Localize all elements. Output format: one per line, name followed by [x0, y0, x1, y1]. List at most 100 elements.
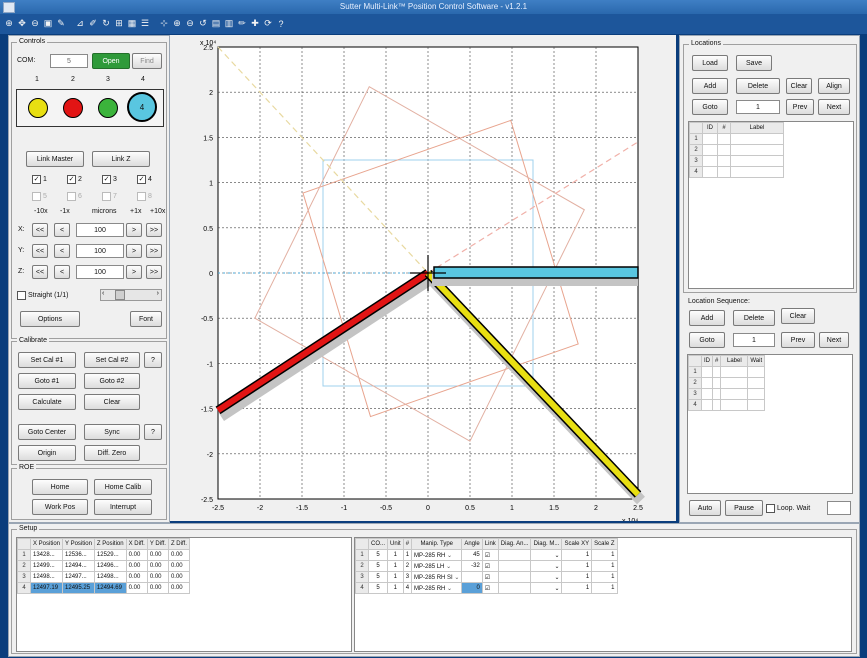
pos-cell[interactable]: 12494.69	[93, 582, 127, 594]
pos-cell[interactable]: 13428...	[29, 549, 64, 561]
font-button[interactable]: Font	[130, 311, 162, 327]
rotate-icon[interactable]: ↻	[102, 18, 110, 28]
z-step-field[interactable]: 100	[76, 265, 124, 279]
pos-cell[interactable]: 0.00	[125, 549, 148, 561]
device-1-indicator[interactable]	[28, 98, 48, 118]
pos-cell[interactable]: 12498...	[93, 571, 127, 583]
dev-col-header[interactable]: Angle	[461, 538, 483, 550]
sync-help-button[interactable]: ?	[144, 424, 162, 440]
z-step-plus1-button[interactable]: >	[126, 265, 142, 279]
refresh-icon[interactable]: ⟳	[264, 18, 272, 28]
link-z-button[interactable]: Link Z	[92, 151, 150, 167]
devices-table[interactable]: CO... Unit # Manip. Type Angle Link Diag. An..…	[355, 538, 618, 594]
positions-table[interactable]: X Position Y Position Z Position X Diff. Y D…	[17, 538, 190, 594]
dev-col-header[interactable]: Manip. Type	[411, 538, 463, 550]
table-row[interactable]: 2	[689, 144, 784, 156]
locations-table[interactable]: ID # Label 1 2 3 4	[689, 122, 784, 178]
device-3-indicator[interactable]	[98, 98, 118, 118]
com-cell[interactable]: 5	[367, 549, 389, 561]
sequence-prev-button[interactable]: Prev	[781, 332, 815, 348]
pen-icon[interactable]: ✎	[57, 18, 65, 28]
zoom-icon[interactable]: ⊕	[173, 18, 181, 28]
x-step-plus10-button[interactable]: >>	[146, 223, 162, 237]
pos-cell[interactable]: 12536...	[62, 549, 95, 561]
straight-checkbox[interactable]	[17, 291, 26, 300]
pos-col-header[interactable]: Z Diff.	[167, 538, 190, 550]
diag-angle-cell[interactable]	[497, 582, 532, 594]
diag-angle-cell[interactable]	[497, 560, 532, 572]
origin-button[interactable]: Origin	[18, 445, 76, 461]
x-step-minus1-button[interactable]: <	[54, 223, 70, 237]
locations-goto-button[interactable]: Goto	[692, 99, 728, 115]
locations-prev-button[interactable]: Prev	[786, 99, 814, 115]
insert-icon[interactable]: ⊞	[115, 18, 123, 28]
sequence-goto-button[interactable]: Goto	[689, 332, 725, 348]
table-row[interactable]: 4 12497.19 12495.25 12494.69 0.00 0.00 0.00	[17, 582, 190, 594]
position-plot[interactable]: -2.5 -2 -1.5 -1 -0.5 0 0.5 1 1.5 2 2.5 2.5 2 1.5 1 0.5 0…	[170, 35, 676, 521]
pos-cell[interactable]: 12498...	[29, 571, 64, 583]
unit-cell[interactable]: 1	[387, 571, 404, 583]
pos-cell[interactable]: 0.00	[146, 582, 169, 594]
loop-checkbox[interactable]	[766, 504, 775, 513]
ratio-slider[interactable]: ‹ ›	[100, 289, 162, 301]
table-row[interactable]: 2 5 1 2 MP-285 LH ⌄ -32 ☑ ⌄ 1 1	[355, 560, 618, 572]
col-id[interactable]: ID	[701, 355, 713, 367]
scale-z-cell[interactable]: 1	[591, 582, 618, 594]
table-row[interactable]: 1	[689, 133, 784, 145]
pos-cell[interactable]: 0.00	[167, 549, 190, 561]
manip-type-dropdown[interactable]: MP-285 RH ⌄	[411, 549, 463, 561]
pos-cell[interactable]: 0.00	[146, 549, 169, 561]
pos-cell[interactable]: 12495.25	[62, 582, 95, 594]
dev-col-header[interactable]: #	[402, 538, 413, 550]
locations-next-button[interactable]: Next	[818, 99, 850, 115]
goto2-button[interactable]: Goto #2	[84, 373, 140, 389]
table-row[interactable]: 1 13428... 12536... 12529... 0.00 0.00 0.00	[17, 549, 190, 561]
checkbox-3[interactable]: ✓	[102, 175, 111, 184]
pos-cell[interactable]: 0.00	[167, 571, 190, 583]
check-icon[interactable]: ☑	[484, 563, 491, 570]
sequence-add-button[interactable]: Add	[689, 310, 725, 326]
table-row[interactable]: 2 12499... 12494... 12496... 0.00 0.00 0.00	[17, 560, 190, 572]
num-cell[interactable]: 3	[402, 571, 413, 583]
zoom-in-icon[interactable]: ⊕	[5, 18, 13, 28]
pos-cell[interactable]: 12497.19	[29, 582, 64, 594]
zoom2-icon[interactable]: ⊖	[186, 18, 194, 28]
scale-xy-cell[interactable]: 1	[561, 549, 593, 561]
find-button[interactable]: Find	[132, 53, 162, 69]
slider-left-arrow-icon[interactable]: ‹	[102, 290, 105, 297]
table-row[interactable]: 4	[688, 399, 766, 411]
ruler-icon[interactable]: ⊿	[76, 18, 84, 28]
pos-col-header[interactable]: X Position	[29, 538, 64, 550]
checkbox-7[interactable]	[102, 192, 111, 201]
sequence-table[interactable]: ID # Label Wait 1 2 3 4	[688, 355, 766, 411]
pos-col-header[interactable]: Z Position	[93, 538, 127, 550]
col-num[interactable]: #	[711, 355, 722, 367]
table-row[interactable]: 4 5 1 4 MP-285 RH ⌄ 0 ☑ ⌄ 1 1	[355, 582, 618, 594]
diag-angle-cell[interactable]	[497, 571, 532, 583]
diag-mode-dropdown[interactable]: ⌄	[530, 560, 563, 572]
angle-cell[interactable]	[461, 571, 483, 583]
cross-icon[interactable]: ✚	[251, 18, 259, 28]
sync-button[interactable]: Sync	[84, 424, 140, 440]
scale-z-cell[interactable]: 1	[591, 549, 618, 561]
slider-right-arrow-icon[interactable]: ›	[156, 290, 159, 297]
num-cell[interactable]: 4	[402, 582, 413, 594]
dev-col-header[interactable]: Link	[481, 538, 499, 550]
diag-mode-dropdown[interactable]: ⌄	[530, 571, 563, 583]
locations-delete-button[interactable]: Delete	[736, 78, 780, 94]
y-step-minus10-button[interactable]: <<	[32, 244, 48, 258]
dev-col-header[interactable]: CO...	[367, 538, 389, 550]
z-step-minus1-button[interactable]: <	[54, 265, 70, 279]
table-row[interactable]: 4	[689, 166, 784, 178]
chevron-down-icon[interactable]: ⌄	[454, 574, 460, 581]
datacursor-icon[interactable]: ⊹	[160, 18, 168, 28]
scale-xy-cell[interactable]: 1	[561, 582, 593, 594]
pos-cell[interactable]: 0.00	[125, 582, 148, 594]
chevron-down-icon[interactable]: ⌄	[554, 574, 560, 581]
locations-goto-field[interactable]: 1	[736, 100, 780, 114]
y-step-plus10-button[interactable]: >>	[146, 244, 162, 258]
x-step-plus1-button[interactable]: >	[126, 223, 142, 237]
angle-cell[interactable]: 45	[461, 549, 483, 561]
table-row[interactable]: 3	[688, 388, 766, 400]
check-icon[interactable]: ☑	[484, 585, 491, 592]
